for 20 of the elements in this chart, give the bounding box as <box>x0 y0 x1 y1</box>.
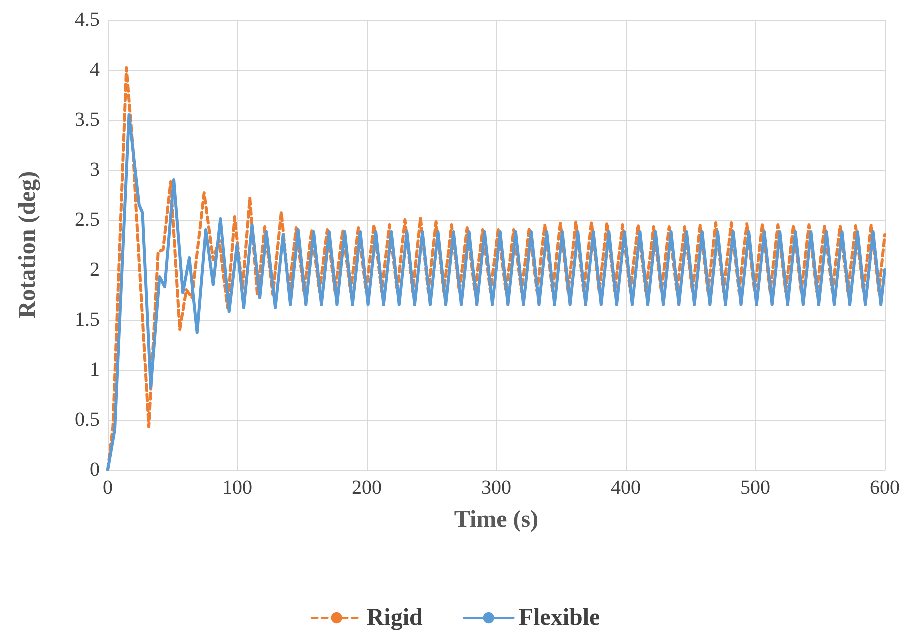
x-tick-label: 500 <box>740 477 770 499</box>
x-tick-label: 100 <box>222 477 252 499</box>
x-tick-label: 400 <box>611 477 641 499</box>
y-tick-label: 2.5 <box>75 209 100 231</box>
y-tick-label: 0 <box>90 459 100 481</box>
y-tick-label: 0.5 <box>75 409 100 431</box>
y-tick-label: 1.5 <box>75 309 100 331</box>
y-tick-label: 3.5 <box>75 109 100 131</box>
x-tick-label: 300 <box>482 477 512 499</box>
x-tick-label: 600 <box>870 477 900 499</box>
y-tick-label: 2 <box>90 259 100 281</box>
y-tick-label: 4 <box>90 59 100 81</box>
x-axis-title: Time (s) <box>454 507 539 533</box>
y-tick-label: 1 <box>90 359 100 381</box>
x-tick-label: 200 <box>352 477 382 499</box>
y-tick-label: 3 <box>90 159 100 181</box>
y-tick-label: 4.5 <box>75 9 100 31</box>
legend-label: Rigid <box>366 605 424 631</box>
y-axis-title: Rotation (deg) <box>15 171 41 319</box>
legend-label: Flexible <box>518 605 601 631</box>
